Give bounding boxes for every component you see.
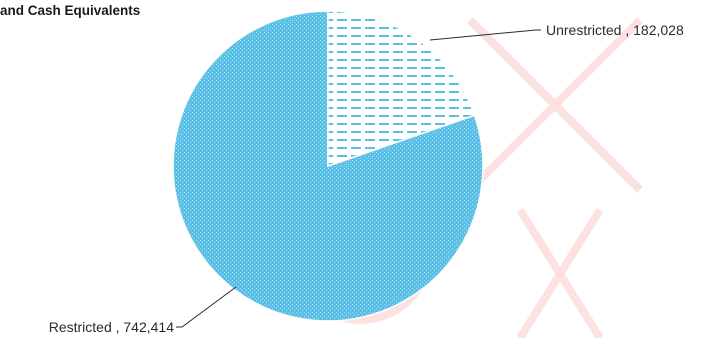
leader-line-restricted (176, 286, 237, 328)
leader-line-unrestricted (429, 29, 541, 41)
chart-title: and Cash Equivalents (0, 3, 141, 18)
pie-slice-unrestricted (327, 10, 476, 168)
data-label-restricted: Restricted , 742,414 (49, 319, 175, 335)
data-label-unrestricted: Unrestricted , 182,028 (546, 22, 684, 38)
pie-slice-restricted (172, 10, 484, 322)
